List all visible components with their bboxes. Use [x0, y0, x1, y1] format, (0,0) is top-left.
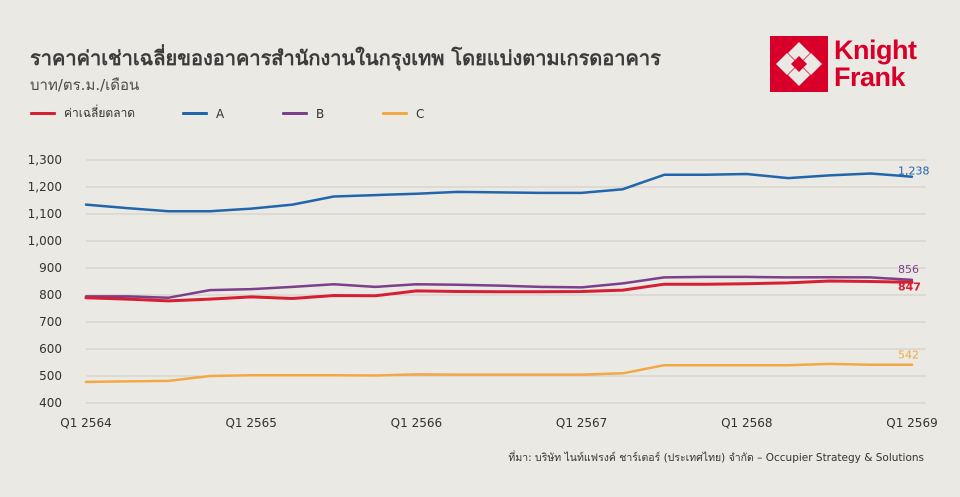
- legend-item-grade-c: C: [382, 104, 482, 123]
- series-line-1: [84, 172, 914, 213]
- y-tick-label: 1,100: [28, 207, 62, 221]
- chart-legend: ค่าเฉลี่ยตลาด A B C: [30, 104, 482, 123]
- legend-label-grade-b: B: [316, 106, 325, 121]
- source-note: ที่มา: บริษัท ไนท์แฟรงค์ ชาร์เตอร์ (ประเ…: [508, 452, 924, 464]
- knight-frank-logo-mark: [770, 36, 828, 92]
- x-tick-label: Q1 2567: [556, 416, 607, 430]
- x-tick-label: Q1 2568: [721, 416, 772, 430]
- legend-item-grade-a: A: [182, 104, 282, 123]
- series-line-3: [84, 362, 914, 384]
- series-end-label: 1,238: [898, 165, 930, 178]
- x-tick-label: Q1 2566: [391, 416, 442, 430]
- legend-label-market-average: ค่าเฉลี่ยตลาด: [64, 106, 136, 120]
- y-tick-label: 500: [39, 369, 62, 383]
- legend-swatch-grade-c: [382, 112, 408, 115]
- x-tick-label: Q1 2569: [886, 416, 937, 430]
- legend-label-grade-c: C: [416, 106, 425, 121]
- legend-swatch-market-average: [30, 112, 56, 115]
- legend-swatch-grade-b: [282, 112, 308, 115]
- x-tick-label: Q1 2565: [225, 416, 276, 430]
- chart-gridlines: [86, 159, 926, 404]
- series-end-label: 856: [898, 263, 919, 276]
- knight-frank-wordmark: Knight Frank: [834, 35, 917, 92]
- series-end-labels: 847 1,238 856 542: [898, 165, 930, 362]
- y-axis-tick-labels: 400 500 600 700 800 900 1,000 1,100 1,200 1,300: [28, 153, 62, 410]
- series-line-2: [84, 275, 914, 299]
- y-tick-label: 1,000: [28, 234, 62, 248]
- series-end-label: 542: [898, 349, 919, 362]
- x-tick-label: Q1 2564: [60, 416, 111, 430]
- y-tick-label: 900: [39, 261, 62, 275]
- series-end-label: 847: [898, 280, 921, 293]
- y-tick-label: 400: [39, 396, 62, 410]
- y-tick-label: 700: [39, 315, 62, 329]
- y-tick-label: 800: [39, 288, 62, 302]
- knight-frank-logo: Knight Frank: [770, 35, 917, 92]
- y-tick-label: 1,200: [28, 180, 62, 194]
- y-tick-label: 600: [39, 342, 62, 356]
- legend-item-grade-b: B: [282, 104, 382, 123]
- legend-item-market-average: ค่าเฉลี่ยตลาด: [30, 104, 182, 123]
- chart-series: [84, 172, 914, 384]
- series-line-0: [84, 279, 914, 303]
- legend-swatch-grade-a: [182, 112, 208, 115]
- y-tick-label: 1,300: [28, 153, 62, 167]
- x-axis-tick-labels: Q1 2564 Q1 2565 Q1 2566 Q1 2567 Q1 2568 Q1 25…: [60, 416, 937, 430]
- chart-title: ราคาค่าเช่าเฉลี่ยของอาคารสำนักงานในกรุงเ…: [30, 46, 661, 70]
- chart-unit-label: บาท/ตร.ม./เดือน: [30, 76, 140, 94]
- legend-label-grade-a: A: [216, 106, 225, 121]
